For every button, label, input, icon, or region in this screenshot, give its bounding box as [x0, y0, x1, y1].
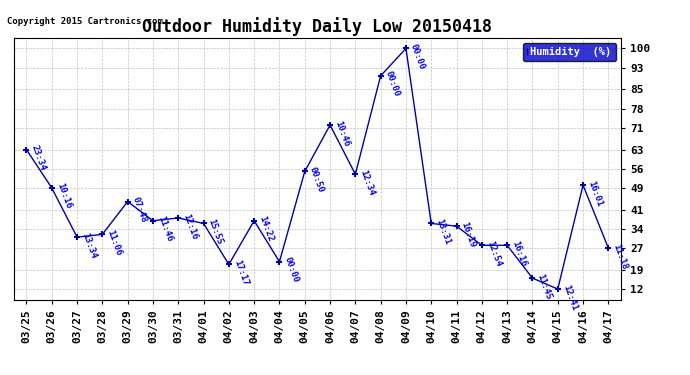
Text: 23:34: 23:34 — [30, 144, 47, 172]
Text: 16:16: 16:16 — [510, 240, 528, 268]
Text: 00:00: 00:00 — [409, 43, 426, 71]
Text: 16:19: 16:19 — [460, 220, 477, 249]
Text: 10:46: 10:46 — [333, 119, 351, 147]
Legend: Humidity  (%): Humidity (%) — [523, 43, 615, 61]
Text: Copyright 2015 Cartronics.com: Copyright 2015 Cartronics.com — [7, 17, 163, 26]
Text: 12:41: 12:41 — [561, 283, 578, 312]
Text: 00:00: 00:00 — [282, 256, 300, 284]
Text: 14:22: 14:22 — [257, 215, 275, 243]
Text: 11:46: 11:46 — [156, 215, 174, 243]
Text: 00:00: 00:00 — [384, 70, 402, 98]
Text: 16:01: 16:01 — [586, 179, 604, 208]
Text: 10:16: 10:16 — [55, 182, 72, 210]
Text: 12:34: 12:34 — [358, 168, 376, 197]
Text: 15:55: 15:55 — [206, 217, 224, 246]
Text: 11:06: 11:06 — [106, 228, 123, 257]
Text: 00:50: 00:50 — [308, 166, 326, 194]
Text: 11:45: 11:45 — [535, 272, 553, 301]
Text: 11:18: 11:18 — [611, 242, 629, 271]
Text: 13:31: 13:31 — [434, 217, 452, 246]
Text: 12:54: 12:54 — [485, 240, 502, 268]
Text: 17:17: 17:17 — [232, 259, 250, 287]
Text: 12:16: 12:16 — [181, 212, 199, 240]
Text: 13:34: 13:34 — [80, 231, 98, 260]
Title: Outdoor Humidity Daily Low 20150418: Outdoor Humidity Daily Low 20150418 — [142, 17, 493, 36]
Text: 07:48: 07:48 — [130, 196, 148, 224]
